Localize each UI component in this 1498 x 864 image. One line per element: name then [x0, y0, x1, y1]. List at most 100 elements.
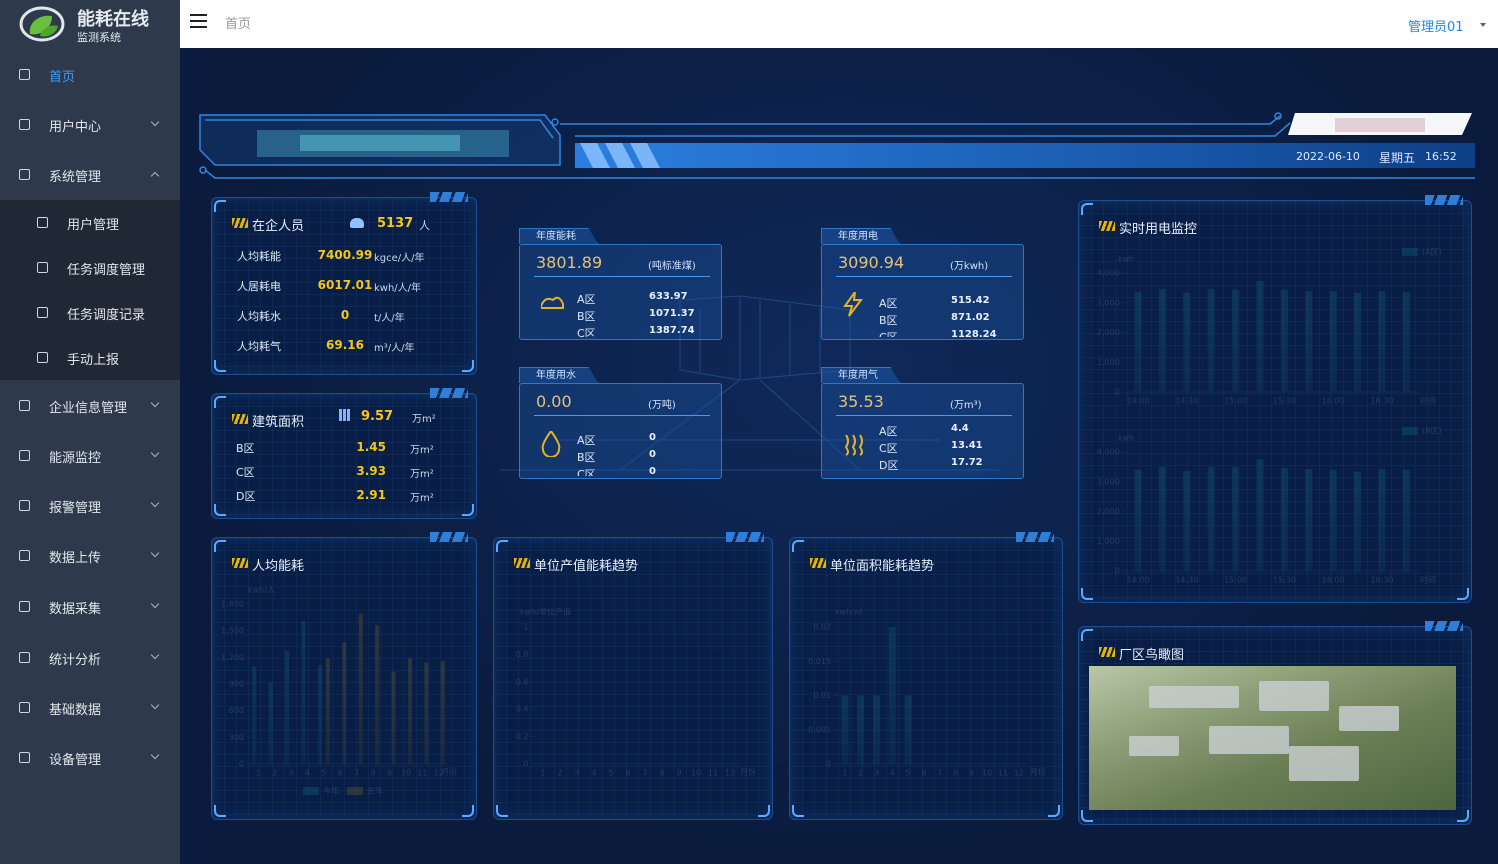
- staff-row-value: 0: [340, 308, 350, 322]
- staff-row-value: 69.16: [326, 338, 364, 352]
- menu-item[interactable]: 系统管理: [49, 170, 102, 185]
- area-row-value: 2.91: [356, 488, 386, 502]
- staff-row-value: 7400.99: [317, 248, 373, 262]
- aerial-building: [1339, 706, 1399, 731]
- chart-panel: 人均能耗: [211, 532, 477, 820]
- card-icon-shape: [844, 434, 863, 456]
- corner: [1081, 629, 1093, 641]
- menu-chevron: [150, 171, 160, 181]
- user-name[interactable]: 管理员01: [1408, 20, 1464, 35]
- panel-tabs: [1016, 532, 1054, 542]
- staff-row-unit: t/人/年: [374, 313, 405, 324]
- aerial-building: [1209, 726, 1289, 754]
- aerial-building: [1129, 736, 1179, 756]
- card-row-value: 1128.24: [951, 329, 997, 337]
- title-stripe: [232, 218, 248, 228]
- menu-icon: [19, 702, 30, 713]
- card-row-value: 633.97: [649, 291, 688, 302]
- card-row-label: D区: [879, 459, 899, 472]
- menu-chevron: [150, 700, 160, 710]
- menu-item[interactable]: 基础数据: [49, 703, 102, 718]
- breadcrumb[interactable]: 首页: [225, 17, 252, 32]
- title-stripe: [810, 558, 826, 568]
- menu-chevron: [150, 599, 160, 609]
- title-stripe: [1099, 221, 1115, 231]
- menu-icon: [19, 169, 30, 180]
- menu-item[interactable]: 能源监控: [49, 451, 102, 466]
- panel-tabs: [1425, 195, 1463, 205]
- menu-icon: [19, 500, 30, 511]
- card-rule: [836, 415, 1012, 416]
- staff-row-unit: kwh/人/年: [374, 283, 422, 294]
- aerial-building: [1289, 746, 1359, 781]
- menu-item[interactable]: 数据上传: [49, 551, 102, 566]
- staff-row-label: 人居耗电: [237, 280, 281, 293]
- panel-tabs: [430, 388, 468, 398]
- user-caret[interactable]: [1480, 23, 1486, 27]
- menu-icon: [19, 601, 30, 612]
- menu-chevron: [150, 548, 160, 558]
- card-row-label: B区: [879, 314, 898, 327]
- submenu-item[interactable]: 任务调度记录: [67, 308, 146, 323]
- aerial-building: [1259, 681, 1329, 711]
- card-row-value: 0: [649, 432, 656, 443]
- logo-title: 能耗在线: [77, 9, 149, 30]
- card-icon: [843, 292, 863, 317]
- card-row-value: 1071.37: [649, 308, 695, 319]
- submenu-item[interactable]: 用户管理: [67, 218, 120, 233]
- menu-item[interactable]: 设备管理: [49, 753, 102, 768]
- sidebar: 能耗在线 监测系统 首页 用户中心 系统管理 用户管理 任务调度管理 任务调度记录 手动上报…: [0, 0, 180, 864]
- card-row-label: A区: [577, 434, 596, 447]
- corner: [496, 805, 508, 817]
- card-unit: (万m³): [950, 400, 982, 411]
- card-row-label: A区: [879, 425, 898, 438]
- menu-item[interactable]: 数据采集: [49, 602, 102, 617]
- card-row-label: C区: [879, 442, 898, 455]
- menu-icon: [19, 550, 30, 561]
- card-row-label: A区: [577, 293, 596, 306]
- menu-item[interactable]: 企业信息管理: [49, 401, 128, 416]
- header-time: 16:52: [1425, 150, 1457, 163]
- corner: [1081, 203, 1093, 215]
- staff-icon: [350, 218, 364, 228]
- card-row-value: 871.02: [951, 312, 990, 323]
- chart-panel: 实时用电监控: [1078, 195, 1472, 603]
- submenu: [0, 200, 180, 380]
- staff-row-unit: kgce/人/年: [374, 253, 425, 264]
- area-row-label: D区: [236, 490, 256, 503]
- summary-card: 年度能耗 3801.89 (吨标准煤) A区 633.97 B区 1071.37 C区 1387…: [519, 228, 722, 340]
- menu-icon: [19, 752, 30, 763]
- title-stripe: [232, 414, 248, 424]
- panel-title: 实时用电监控: [1119, 222, 1198, 237]
- submenu-item[interactable]: 手动上报: [67, 353, 120, 368]
- menu-chevron: [150, 448, 160, 458]
- staff-row-label: 人均耗能: [237, 250, 281, 263]
- staff-row-label: 人均耗气: [237, 340, 281, 353]
- card-icon-shape: [541, 296, 564, 309]
- corner: [462, 805, 474, 817]
- corner: [1457, 810, 1469, 822]
- card-row-value: 515.42: [951, 295, 990, 306]
- card-row-value: 0: [649, 449, 656, 460]
- submenu-item[interactable]: 任务调度管理: [67, 263, 146, 278]
- submenu-icon: [37, 307, 48, 318]
- menu-item[interactable]: 报警管理: [49, 501, 102, 516]
- card-tab: 年度用水: [519, 367, 598, 383]
- aerial-building: [1149, 686, 1239, 708]
- summary-card: 年度用气 35.53 (万m³) A区 4.4 C区 13.41 D区 17.72: [821, 367, 1024, 479]
- card-value: 35.53: [838, 392, 884, 411]
- corner: [758, 805, 770, 817]
- card-row-label: C区: [577, 327, 596, 337]
- menu-item[interactable]: 首页: [49, 70, 76, 85]
- card-row-label: B区: [577, 310, 596, 323]
- hamburger[interactable]: [190, 14, 207, 28]
- staff-row-value: 6017.01: [317, 278, 373, 292]
- submenu-icon: [37, 262, 48, 273]
- card-value: 3801.89: [536, 253, 603, 272]
- menu-item[interactable]: 用户中心: [49, 120, 102, 135]
- area-row-unit: 万m²: [410, 493, 434, 504]
- area-total: 9.57: [361, 409, 394, 424]
- menu-icon: [19, 450, 30, 461]
- corner: [496, 540, 508, 552]
- menu-item[interactable]: 统计分析: [49, 653, 102, 668]
